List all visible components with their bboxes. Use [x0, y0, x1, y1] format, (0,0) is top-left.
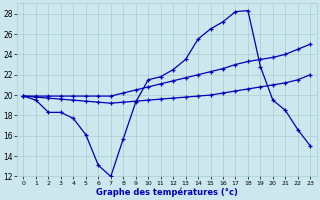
X-axis label: Graphe des températures (°c): Graphe des températures (°c) [96, 187, 238, 197]
